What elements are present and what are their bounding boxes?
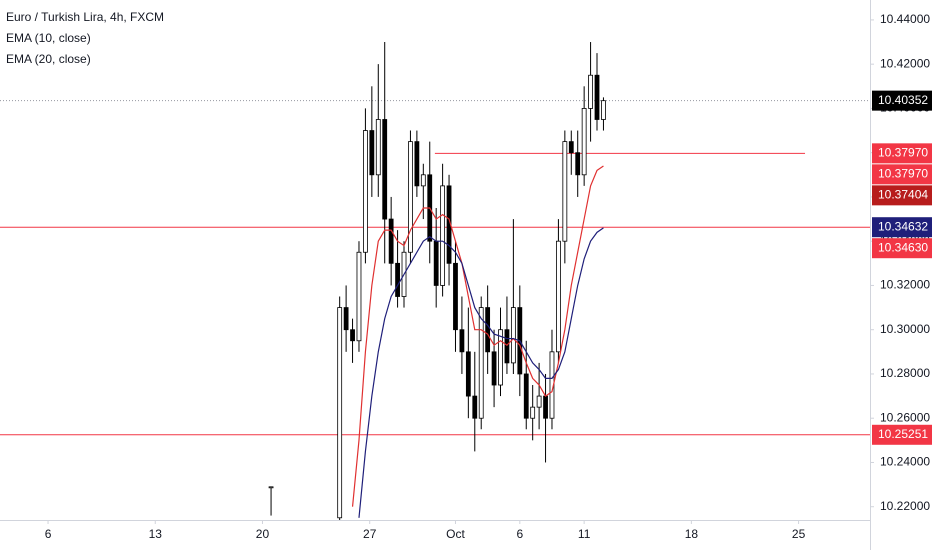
price-label: 10.34630 (878, 240, 928, 254)
price-label-box (872, 424, 932, 445)
price-label: 10.25251 (878, 427, 928, 441)
candle-body (337, 307, 343, 519)
candle-body (588, 74, 593, 109)
candle-body (343, 307, 349, 331)
price-label-box (872, 185, 932, 206)
x-tick-label: 6 (516, 527, 523, 541)
candle-body (478, 307, 484, 419)
y-tick-label: 10.26000 (880, 410, 930, 424)
candle-body (356, 251, 362, 342)
price-label-box (872, 238, 932, 259)
candle-body (420, 174, 426, 187)
candle-body (601, 100, 606, 120)
y-tick-label: 10.44000 (880, 12, 930, 26)
candle-body (382, 119, 388, 220)
x-tick-label: 20 (256, 527, 270, 541)
candle-body (375, 119, 381, 176)
x-tick-label: 27 (363, 527, 377, 541)
candle-body (465, 351, 471, 397)
y-tick-label: 10.30000 (880, 322, 930, 336)
candle-body (510, 307, 516, 364)
candle-body (543, 395, 548, 419)
indicator-label: EMA (20, close) (6, 52, 91, 66)
candle-body (568, 141, 574, 154)
candle-body (504, 329, 510, 364)
price-label-box (872, 217, 932, 238)
candle-body (453, 262, 458, 331)
price-label: 10.34632 (878, 219, 928, 233)
x-tick-label: Oct (446, 527, 465, 541)
candle-body (491, 351, 497, 386)
y-tick-label: 10.42000 (880, 56, 930, 70)
price-label: 10.40352 (878, 93, 928, 107)
chart-title: Euro / Turkish Lira, 4h, FXCM (6, 10, 164, 24)
ema-line (351, 165, 604, 507)
candle-body (556, 240, 561, 353)
candle-body (581, 108, 587, 176)
price-label-box (872, 90, 932, 111)
indicator-label: EMA (10, close) (6, 31, 91, 45)
candle-body (433, 240, 439, 286)
price-label-box (872, 164, 932, 185)
candle-body (472, 395, 478, 419)
candle-body (363, 130, 368, 253)
candle-body (440, 185, 446, 286)
candle-body (485, 307, 491, 353)
candle-body (523, 373, 529, 419)
candle-body (408, 141, 413, 253)
candle-body (414, 141, 420, 187)
candle-body (459, 329, 465, 353)
candle-body (530, 406, 536, 419)
price-label: 10.37970 (878, 146, 928, 160)
candle-body (536, 395, 542, 408)
x-tick-label: 13 (149, 527, 163, 541)
y-tick-label: 10.22000 (880, 499, 930, 513)
candle-body (498, 329, 503, 386)
candle-body (575, 152, 581, 176)
x-tick-label: 11 (578, 527, 591, 541)
candle-body (395, 262, 400, 297)
candle-body (350, 329, 355, 342)
price-label: 10.37970 (878, 167, 928, 181)
candle-body (388, 218, 394, 264)
y-tick-label: 10.28000 (880, 366, 930, 380)
candle-body (594, 74, 600, 120)
candle-body (562, 141, 568, 242)
x-tick-label: 18 (685, 527, 699, 541)
x-tick-label: 6 (45, 527, 52, 541)
candle-body (268, 486, 274, 489)
ema-line (358, 227, 604, 518)
y-tick-label: 10.32000 (880, 278, 930, 292)
price-label: 10.37404 (878, 188, 928, 202)
candle-body (369, 130, 375, 176)
price-label-box (872, 143, 932, 164)
y-tick-label: 10.24000 (880, 455, 930, 469)
x-tick-label: 25 (792, 527, 806, 541)
